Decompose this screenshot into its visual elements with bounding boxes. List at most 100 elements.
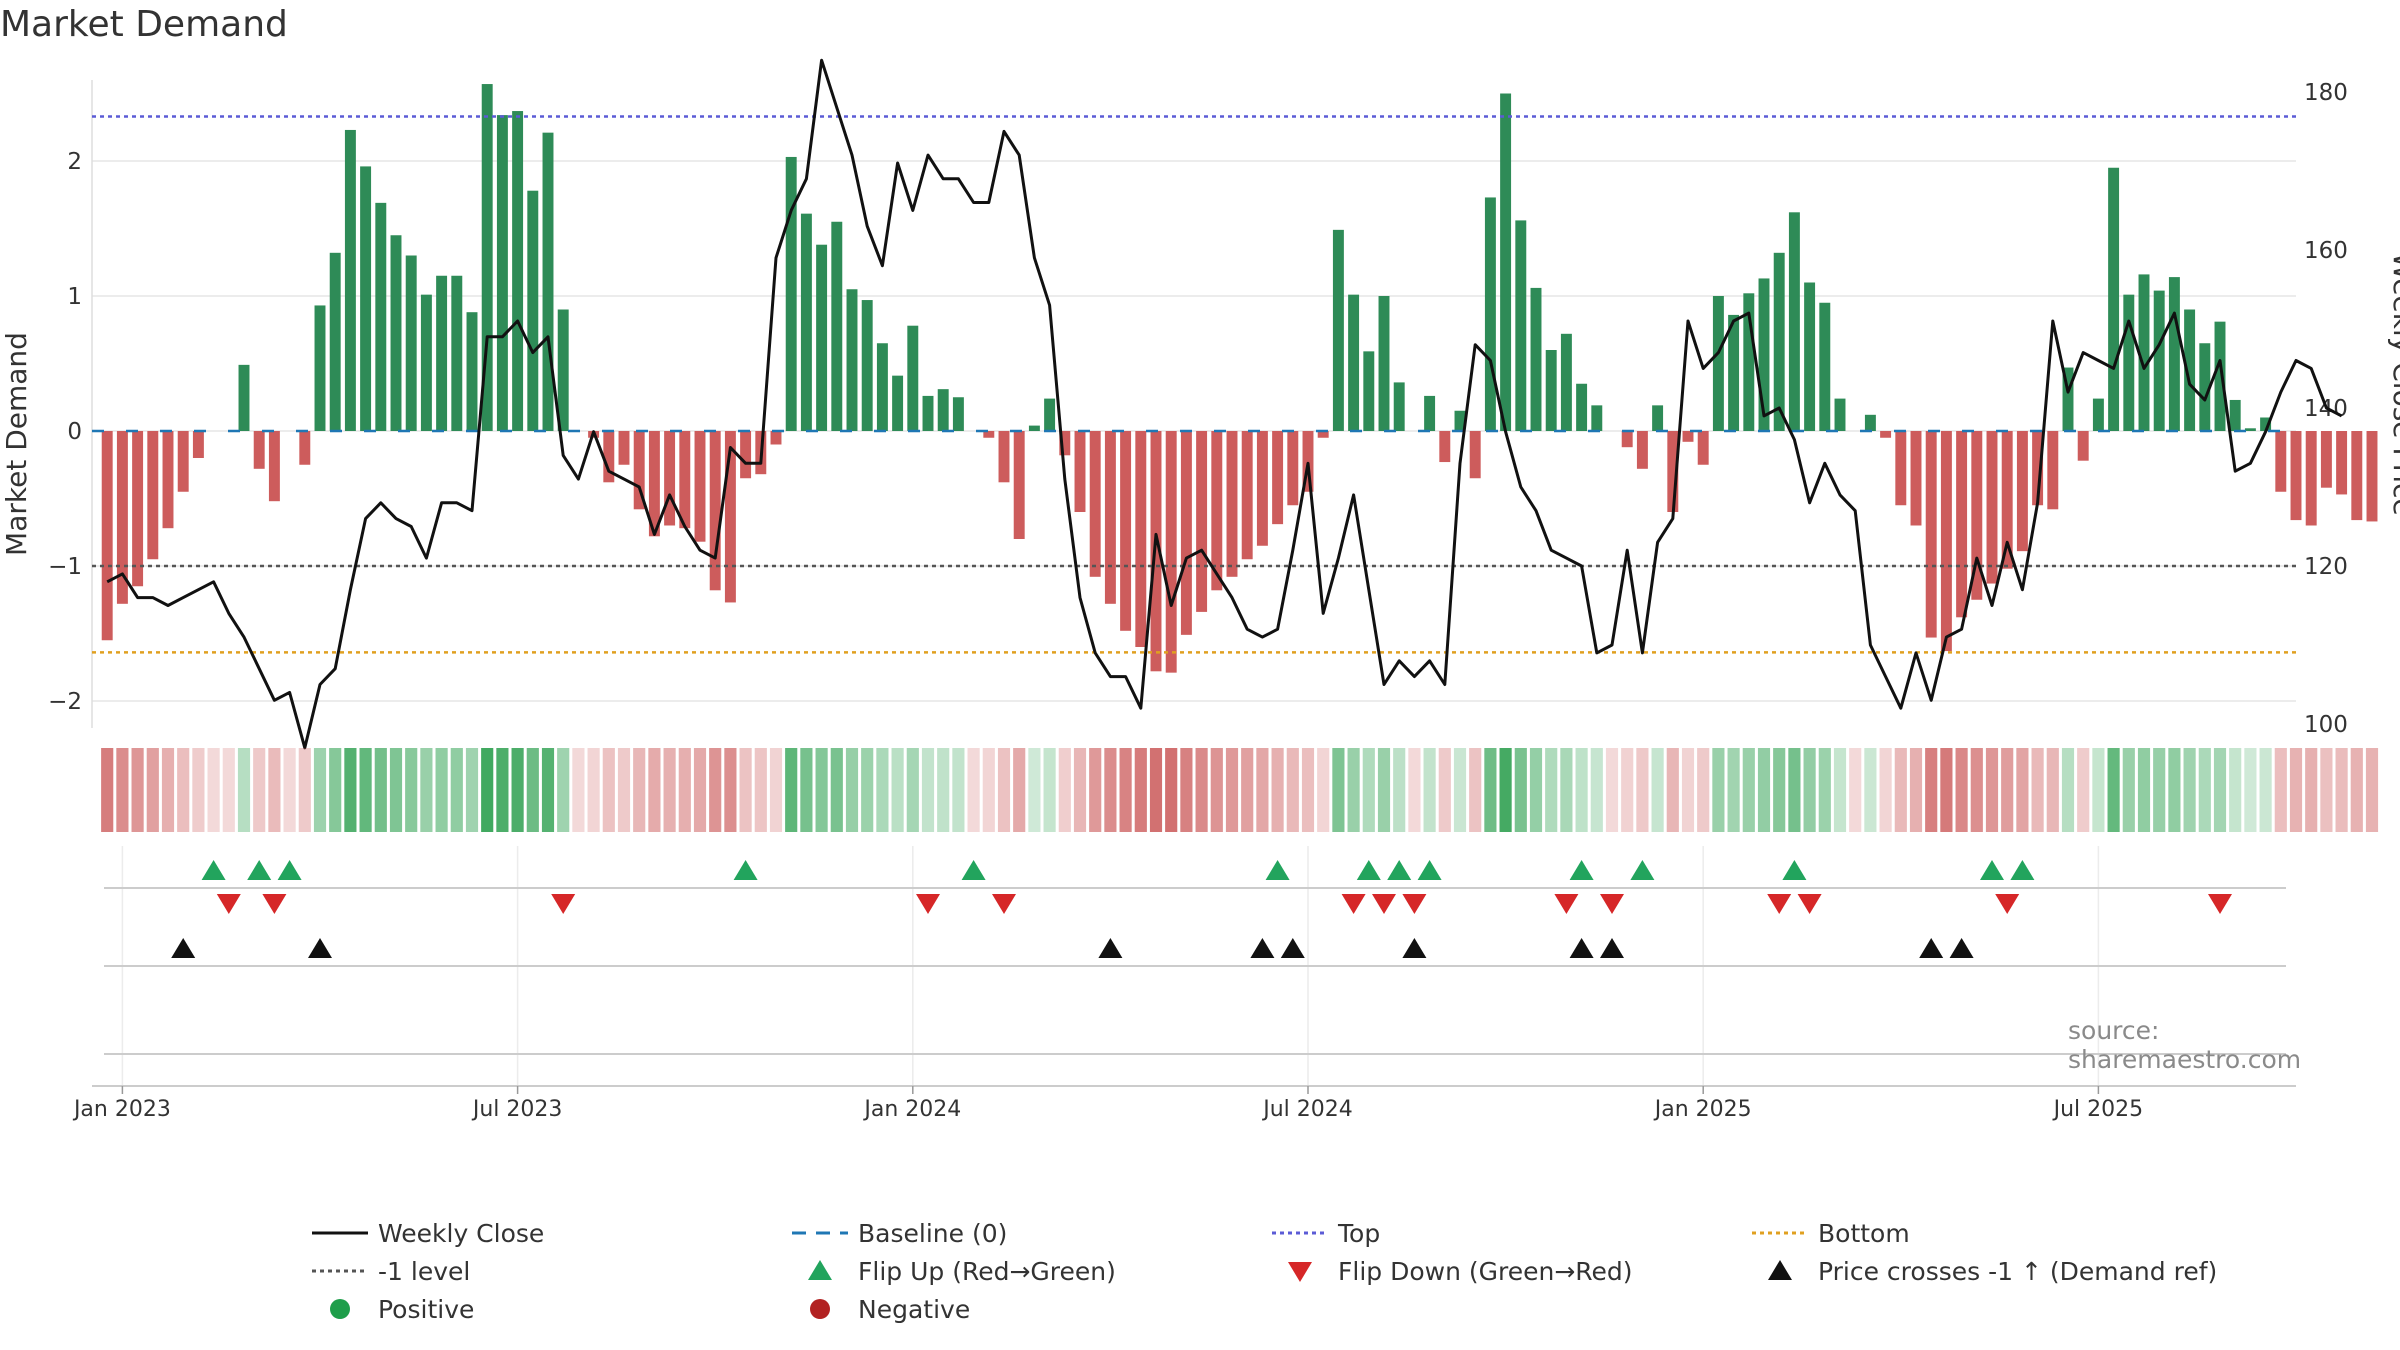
legend-symbol-line bbox=[312, 1231, 368, 1235]
demand-bar bbox=[2077, 431, 2089, 461]
heat-cell bbox=[1697, 748, 1710, 832]
demand-bar bbox=[1576, 383, 1588, 431]
demand-bar bbox=[1971, 431, 1983, 600]
flip-up-marker bbox=[2010, 860, 2035, 880]
ytick-label: 2 bbox=[67, 149, 82, 175]
heat-cell bbox=[754, 748, 767, 832]
demand-bar bbox=[162, 431, 174, 529]
demand-bar bbox=[1940, 431, 1952, 652]
heat-cell bbox=[1134, 748, 1147, 832]
demand-bar bbox=[770, 431, 782, 445]
demand-bar bbox=[2260, 417, 2272, 431]
heat-cell bbox=[557, 748, 570, 832]
heat-cell bbox=[906, 748, 919, 832]
legend-symbol-tri-up bbox=[808, 1260, 832, 1280]
heat-cell bbox=[268, 748, 281, 832]
demand-bar bbox=[664, 431, 676, 526]
demand-bar bbox=[1044, 398, 1056, 431]
flip-up-marker bbox=[201, 860, 226, 880]
flip-up-marker bbox=[1265, 860, 1290, 880]
y2-axis-label: Weekly Close Price bbox=[2387, 252, 2400, 515]
demand-bar bbox=[1500, 93, 1512, 431]
heat-cell bbox=[116, 748, 129, 832]
legend-item: Negative bbox=[788, 1292, 970, 1326]
demand-bar bbox=[1895, 431, 1907, 506]
demand-bar bbox=[436, 275, 448, 431]
demand-bar bbox=[2336, 431, 2348, 495]
demand-bar bbox=[2184, 309, 2196, 431]
heat-cell bbox=[1757, 748, 1771, 832]
heat-cell bbox=[161, 748, 175, 832]
demand-bar bbox=[1667, 431, 1679, 512]
heat-cell bbox=[344, 748, 357, 832]
demand-bar bbox=[2199, 343, 2211, 431]
demand-bar bbox=[1880, 431, 1892, 438]
price-cross-marker bbox=[171, 938, 196, 958]
demand-bar bbox=[1560, 333, 1572, 431]
heat-cell bbox=[1028, 748, 1041, 832]
demand-bar bbox=[542, 132, 554, 431]
legend-marker bbox=[1768, 1260, 1792, 1280]
heat-cell bbox=[1727, 748, 1740, 832]
demand-bar bbox=[1211, 431, 1223, 591]
heat-cell bbox=[1423, 748, 1436, 832]
ytick-label: 0 bbox=[67, 419, 82, 445]
demand-bar bbox=[937, 389, 949, 431]
chart-title: Market Demand bbox=[0, 4, 288, 45]
demand-bar bbox=[1469, 431, 1481, 479]
legend-symbol-dotted bbox=[312, 1269, 368, 1273]
heat-cell bbox=[724, 748, 737, 832]
demand-bar bbox=[1788, 212, 1800, 431]
demand-bar bbox=[1028, 425, 1040, 431]
demand-bar bbox=[785, 156, 797, 431]
flip-up-marker bbox=[1630, 860, 1655, 880]
demand-bar bbox=[192, 431, 204, 458]
demand-bar bbox=[329, 252, 341, 431]
heat-cell bbox=[1985, 748, 1999, 832]
demand-bar bbox=[101, 431, 113, 641]
heat-cell bbox=[2122, 748, 2135, 832]
heat-cell bbox=[1362, 748, 1375, 832]
heat-cell bbox=[1636, 748, 1649, 832]
heat-cell bbox=[222, 748, 235, 832]
heat-cell bbox=[1104, 748, 1117, 832]
demand-bar bbox=[2108, 167, 2120, 431]
heat-cell bbox=[329, 748, 342, 832]
heat-cell bbox=[207, 748, 220, 832]
demand-bar bbox=[1515, 220, 1527, 431]
heat-cell bbox=[1955, 748, 1968, 832]
legend-item: Flip Down (Green→Red) bbox=[1268, 1254, 1633, 1288]
source-credit: source: sharemaestro.com bbox=[2068, 1016, 2302, 1074]
demand-bar bbox=[1545, 350, 1557, 431]
heat-cell bbox=[2183, 748, 2196, 832]
demand-bar bbox=[1272, 431, 1284, 525]
heat-cell bbox=[800, 748, 813, 832]
heat-cell bbox=[1210, 748, 1223, 832]
demand-bar bbox=[876, 343, 888, 431]
demand-bar bbox=[1378, 296, 1390, 431]
demand-bar bbox=[132, 431, 144, 587]
y2tick-label: 180 bbox=[2304, 80, 2348, 106]
heat-cell bbox=[405, 748, 418, 832]
flip-up-marker bbox=[1782, 860, 1807, 880]
heat-cell bbox=[1271, 748, 1284, 832]
heat-cell bbox=[1241, 748, 1254, 832]
heat-cell bbox=[602, 748, 615, 832]
demand-bar bbox=[740, 431, 752, 479]
xtick-label: Jan 2024 bbox=[862, 1097, 961, 1122]
demand-bar bbox=[2320, 431, 2332, 488]
heat-cell bbox=[1605, 748, 1619, 832]
heat-cell bbox=[526, 748, 539, 832]
demand-bar bbox=[2229, 399, 2241, 431]
heat-cell bbox=[2305, 748, 2318, 832]
demand-bar bbox=[238, 364, 250, 431]
demand-bar bbox=[998, 431, 1010, 483]
heat-cell bbox=[283, 748, 296, 832]
heat-cell bbox=[2016, 748, 2029, 832]
heat-cell bbox=[1119, 748, 1132, 832]
demand-bar bbox=[1059, 431, 1071, 456]
demand-bar bbox=[648, 431, 660, 537]
heat-cell bbox=[648, 748, 661, 832]
legend-item: Flip Up (Red→Green) bbox=[788, 1254, 1116, 1288]
demand-bar bbox=[1074, 431, 1086, 512]
